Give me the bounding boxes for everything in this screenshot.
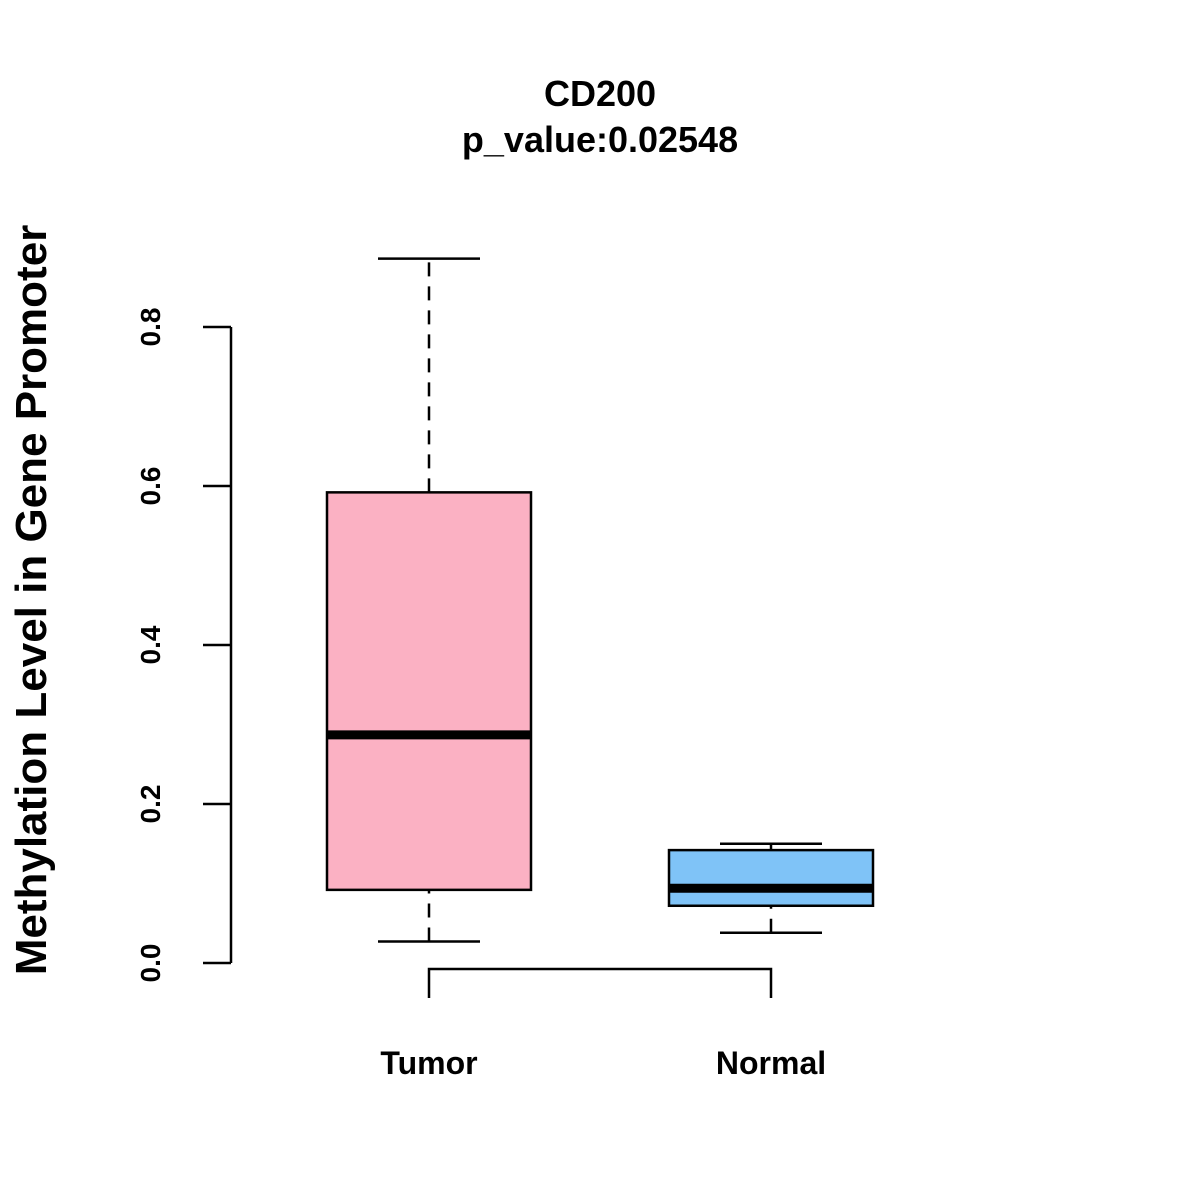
y-tick-label-3: 0.6 — [135, 467, 166, 506]
bracket-line — [427, 967, 773, 998]
y-axis-label: Methylation Level in Gene Promoter — [7, 225, 56, 976]
normal-iqr-box — [667, 848, 875, 908]
y-axis: 0.0 0.2 0.4 0.6 0.8 — [135, 308, 233, 983]
y-tick-label-4: 0.8 — [135, 308, 166, 347]
x-label-tumor: Tumor — [380, 1045, 477, 1081]
chart-title: CD200 — [544, 73, 656, 114]
boxes-group — [325, 257, 875, 943]
comparison-bracket — [427, 967, 773, 998]
tumor-iqr-box — [325, 491, 533, 892]
box-normal — [667, 842, 875, 935]
chart-subtitle: p_value:0.02548 — [462, 119, 738, 160]
y-tick-label-0: 0.0 — [135, 944, 166, 983]
x-axis-labels: Tumor Normal — [380, 1045, 826, 1081]
y-tick-label-2: 0.4 — [135, 625, 166, 664]
box-tumor — [325, 257, 533, 943]
x-label-normal: Normal — [716, 1045, 826, 1081]
y-tick-label-1: 0.2 — [135, 785, 166, 824]
